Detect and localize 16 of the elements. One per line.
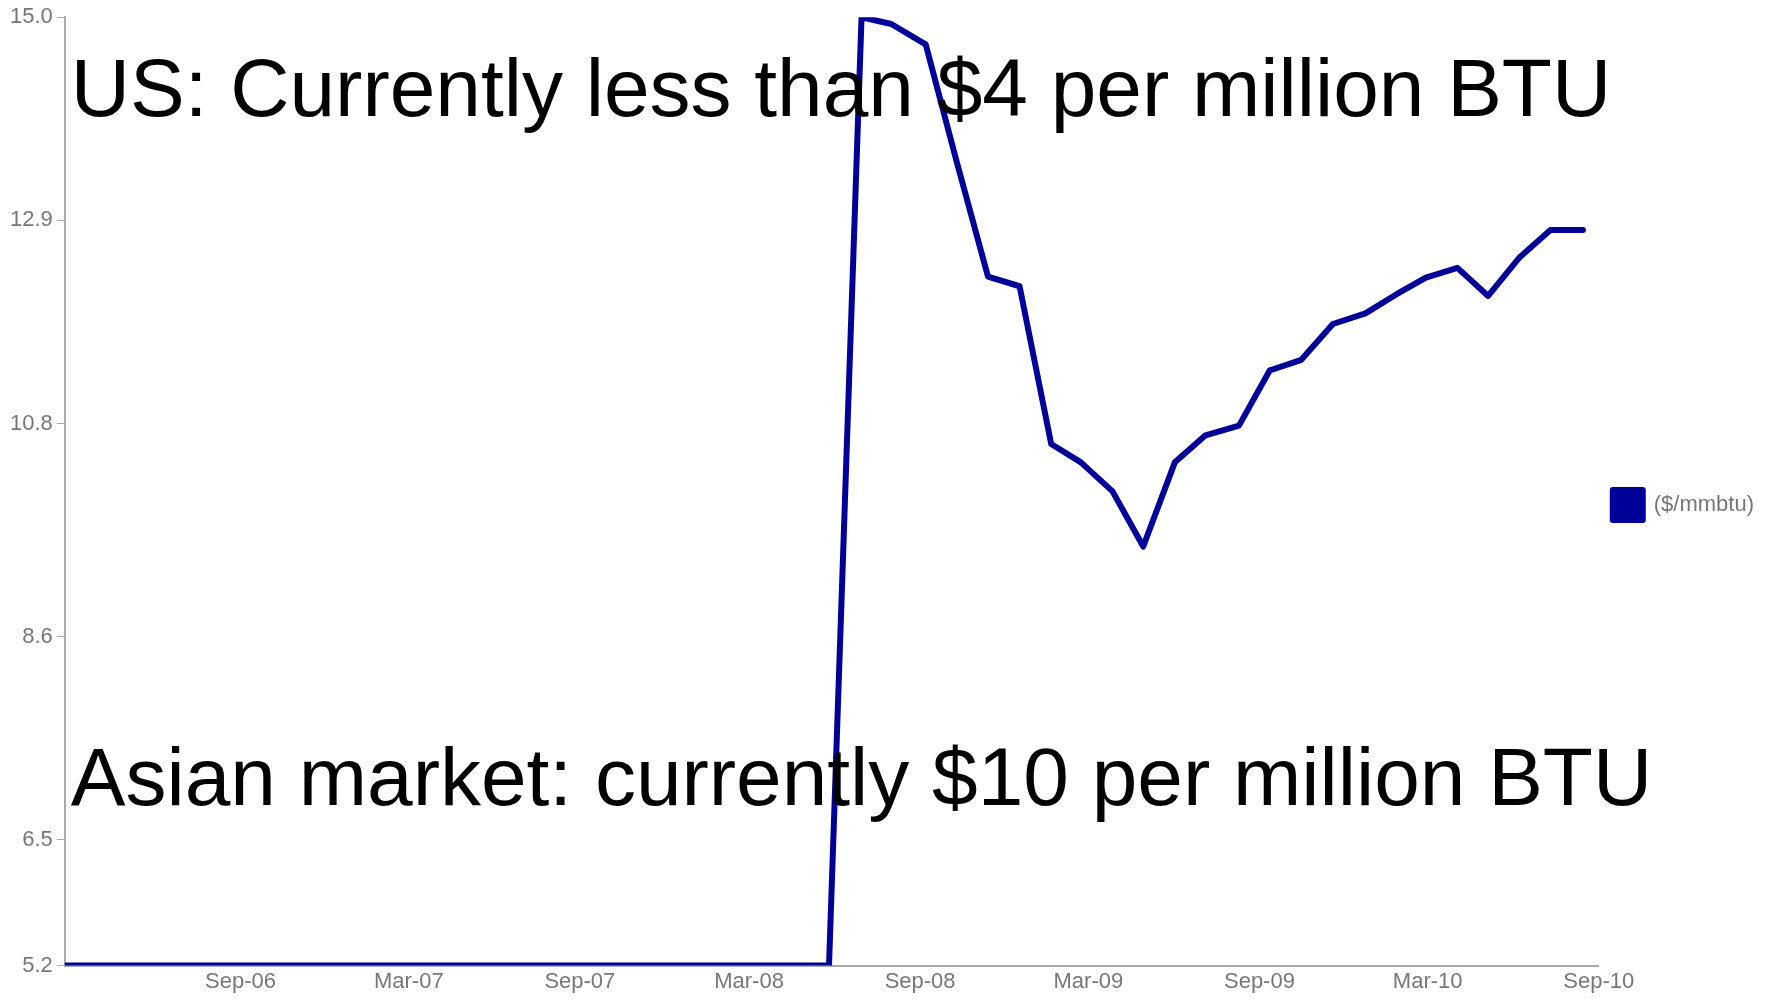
x-tick-label: Mar-09 bbox=[1053, 967, 1124, 993]
x-tick-label: Mar-07 bbox=[373, 967, 444, 993]
x-tick-label: Sep-06 bbox=[205, 967, 276, 993]
y-tick-label: 10.8 bbox=[9, 409, 53, 435]
x-tick-label: Mar-08 bbox=[714, 967, 784, 993]
y-tick-label: 5.2 bbox=[22, 951, 53, 977]
x-tick-label: Sep-09 bbox=[1223, 967, 1295, 993]
y-tick-label: 12.9 bbox=[9, 206, 53, 232]
y-tick-label: 6.5 bbox=[22, 825, 53, 851]
y-tick-label: 8.6 bbox=[22, 622, 53, 648]
x-tick-label: Sep-10 bbox=[1563, 967, 1635, 993]
y-tick-label: 15.0 bbox=[9, 3, 53, 29]
x-tick-label: Mar-10 bbox=[1392, 967, 1463, 993]
legend-label: ($/mmbtu) bbox=[1653, 491, 1755, 517]
x-tick-label: Sep-08 bbox=[884, 967, 956, 993]
x-tick-label: Sep-07 bbox=[544, 967, 616, 993]
